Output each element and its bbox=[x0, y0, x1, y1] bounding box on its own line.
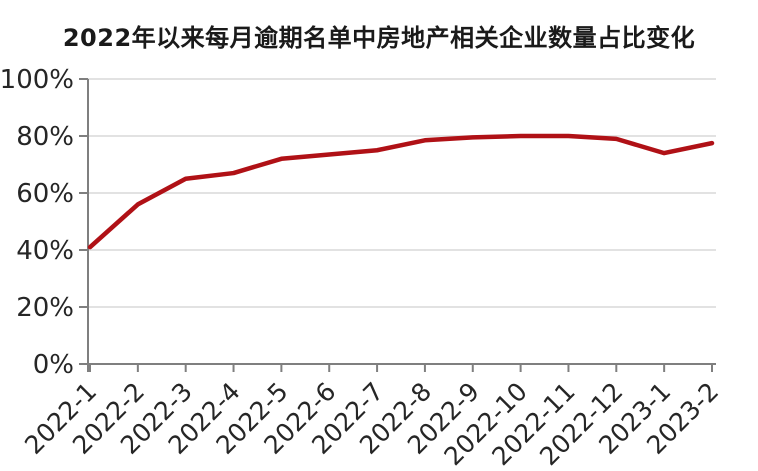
chart-title: 2022年以来每月逾期名单中房地产相关企业数量占比变化 bbox=[62, 24, 696, 52]
y-tick-label: 40% bbox=[16, 236, 74, 266]
y-tick-label: 20% bbox=[16, 293, 74, 323]
y-tick-label: 0% bbox=[33, 350, 74, 380]
y-tick-label: 100% bbox=[0, 65, 74, 95]
data-line-series bbox=[87, 133, 715, 250]
y-tick-label: 80% bbox=[16, 122, 74, 152]
y-tick-label: 60% bbox=[16, 179, 74, 209]
